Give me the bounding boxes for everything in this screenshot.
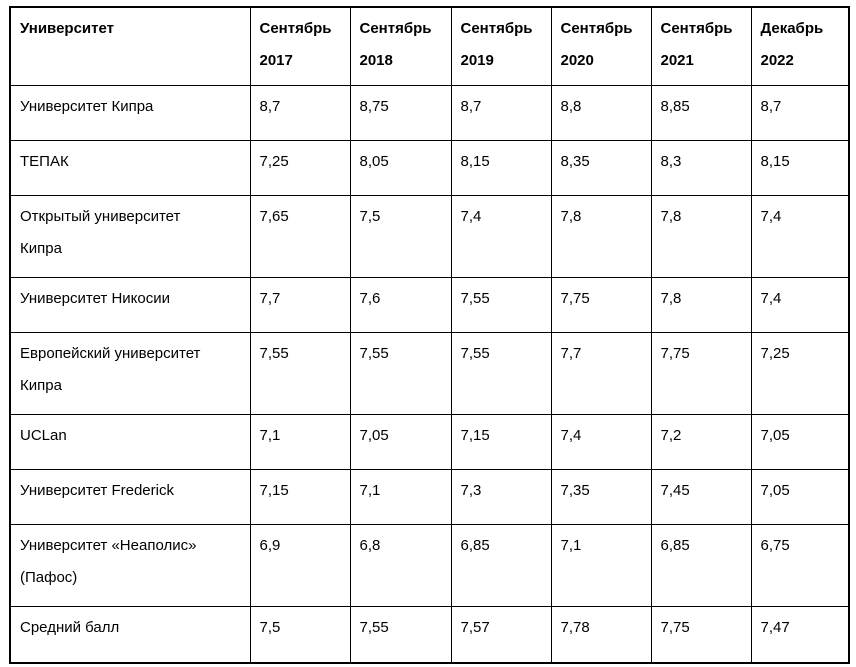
university-name-cell: UCLan — [9, 413, 251, 470]
rating-cell: 7,15 — [249, 468, 351, 525]
rating-cell: 8,15 — [750, 139, 850, 196]
column-header-sep2017: Сентябрь 2017 — [249, 6, 351, 86]
rating-cell: 7,55 — [349, 331, 452, 415]
column-header-label: Сентябрь 2017 — [259, 20, 332, 69]
rating-cell: 6,8 — [349, 523, 452, 607]
rating-cell: 8,85 — [650, 84, 752, 141]
rating-cell: 6,9 — [249, 523, 351, 607]
university-name-cell: Европейский университет Кипра — [9, 331, 251, 415]
table-row-open-university-of-cyprus: Открытый университет Кипра 7,65 7,5 7,4 … — [9, 194, 850, 278]
rating-cell: 6,85 — [650, 523, 752, 607]
column-header-sep2020: Сентябрь 2020 — [550, 6, 652, 86]
rating-cell: 7,25 — [249, 139, 351, 196]
university-ratings-table: Университет Сентябрь 2017 Сентябрь 2018 … — [9, 6, 850, 664]
column-header-label: Сентябрь 2018 — [359, 20, 432, 69]
column-header-label: Декабрь 2022 — [760, 20, 824, 69]
rating-cell: 8,7 — [450, 84, 552, 141]
rating-cell: 7,65 — [249, 194, 351, 278]
rating-cell: 7,55 — [450, 276, 552, 333]
rating-cell: 7,8 — [650, 194, 752, 278]
rating-cell: 8,7 — [750, 84, 850, 141]
rating-cell: 6,85 — [450, 523, 552, 607]
rating-cell: 7,2 — [650, 413, 752, 470]
rating-cell: 7,47 — [750, 605, 850, 664]
rating-cell: 8,35 — [550, 139, 652, 196]
table-row-average-score: Средний балл 7,5 7,55 7,57 7,78 7,75 7,4… — [9, 605, 850, 664]
rating-cell: 7,6 — [349, 276, 452, 333]
table-row-university-of-cyprus: Университет Кипра 8,7 8,75 8,7 8,8 8,85 … — [9, 84, 850, 141]
rating-cell: 8,75 — [349, 84, 452, 141]
rating-cell: 7,7 — [550, 331, 652, 415]
column-header-sep2019: Сентябрь 2019 — [450, 6, 552, 86]
rating-cell: 7,4 — [750, 194, 850, 278]
column-header-sep2021: Сентябрь 2021 — [650, 6, 752, 86]
rating-cell: 7,55 — [249, 331, 351, 415]
table-row-uclan: UCLan 7,1 7,05 7,15 7,4 7,2 7,05 — [9, 413, 850, 470]
column-header-university: Университет — [9, 6, 251, 86]
rating-cell: 7,4 — [750, 276, 850, 333]
university-name-cell: Университет Никосии — [9, 276, 251, 333]
rating-cell: 7,57 — [450, 605, 552, 664]
rating-cell: 8,05 — [349, 139, 452, 196]
column-header-label: Университет — [20, 20, 114, 37]
rating-cell: 7,4 — [550, 413, 652, 470]
rating-cell: 7,8 — [650, 276, 752, 333]
rating-cell: 7,05 — [750, 468, 850, 525]
rating-cell: 7,05 — [349, 413, 452, 470]
rating-cell: 7,45 — [650, 468, 752, 525]
university-name-cell: Средний балл — [9, 605, 251, 664]
table-row-university-of-nicosia: Университет Никосии 7,7 7,6 7,55 7,75 7,… — [9, 276, 850, 333]
rating-cell: 7,5 — [349, 194, 452, 278]
rating-cell: 7,75 — [650, 331, 752, 415]
rating-cell: 8,8 — [550, 84, 652, 141]
rating-cell: 8,3 — [650, 139, 752, 196]
rating-cell: 7,1 — [249, 413, 351, 470]
university-name-cell: Университет «Неаполис» (Пафос) — [9, 523, 251, 607]
rating-cell: 7,3 — [450, 468, 552, 525]
column-header-sep2018: Сентябрь 2018 — [349, 6, 452, 86]
university-name-cell: Университет Кипра — [9, 84, 251, 141]
rating-cell: 8,15 — [450, 139, 552, 196]
university-name-cell: Университет Frederick — [9, 468, 251, 525]
column-header-label: Сентябрь 2021 — [660, 20, 733, 69]
rating-cell: 7,05 — [750, 413, 850, 470]
rating-cell: 7,78 — [550, 605, 652, 664]
rating-cell: 7,7 — [249, 276, 351, 333]
rating-cell: 7,1 — [349, 468, 452, 525]
rating-cell: 7,5 — [249, 605, 351, 664]
rating-cell: 7,25 — [750, 331, 850, 415]
rating-cell: 7,55 — [349, 605, 452, 664]
rating-cell: 7,8 — [550, 194, 652, 278]
table-row-european-university-cyprus: Европейский университет Кипра 7,55 7,55 … — [9, 331, 850, 415]
column-header-label: Сентябрь 2020 — [560, 20, 633, 69]
rating-cell: 8,7 — [249, 84, 351, 141]
table-row-tepak: ТЕПАК 7,25 8,05 8,15 8,35 8,3 8,15 — [9, 139, 850, 196]
rating-cell: 7,75 — [650, 605, 752, 664]
rating-cell: 7,75 — [550, 276, 652, 333]
university-name-cell: Открытый университет Кипра — [9, 194, 251, 278]
table-row-neapolis-pafos: Университет «Неаполис» (Пафос) 6,9 6,8 6… — [9, 523, 850, 607]
rating-cell: 7,35 — [550, 468, 652, 525]
column-header-dec2022: Декабрь 2022 — [750, 6, 850, 86]
rating-cell: 7,15 — [450, 413, 552, 470]
rating-cell: 7,1 — [550, 523, 652, 607]
rating-cell: 7,55 — [450, 331, 552, 415]
rating-cell: 6,75 — [750, 523, 850, 607]
table-row-frederick-university: Университет Frederick 7,15 7,1 7,3 7,35 … — [9, 468, 850, 525]
rating-cell: 7,4 — [450, 194, 552, 278]
header-row: Университет Сентябрь 2017 Сентябрь 2018 … — [9, 6, 850, 86]
university-name-cell: ТЕПАК — [9, 139, 251, 196]
column-header-label: Сентябрь 2019 — [460, 20, 533, 69]
